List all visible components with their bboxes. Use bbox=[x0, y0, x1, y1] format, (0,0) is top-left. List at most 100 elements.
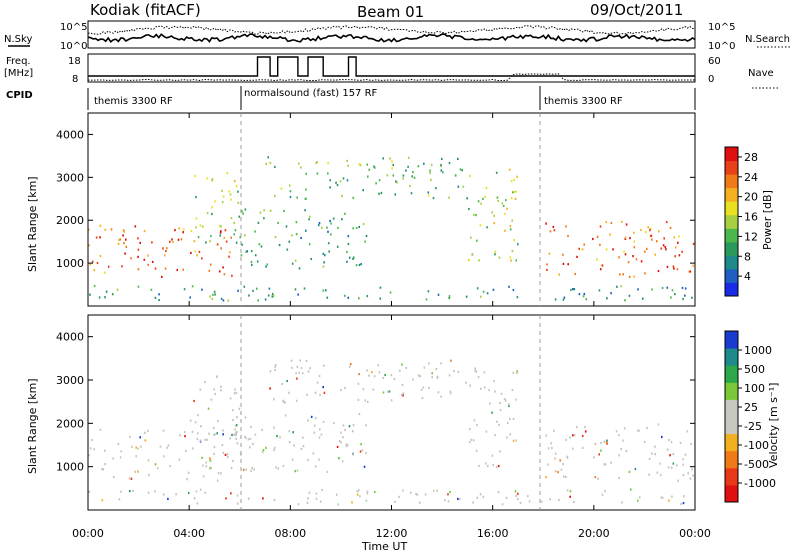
power-cell bbox=[505, 199, 507, 202]
velocity-cell bbox=[399, 369, 401, 372]
power-cell bbox=[502, 204, 505, 208]
freq-label: Freq. bbox=[6, 56, 31, 67]
velocity-cell bbox=[487, 465, 489, 468]
velocity-cell bbox=[205, 465, 208, 468]
velocity-cell bbox=[690, 443, 692, 446]
power-cell bbox=[219, 234, 221, 237]
power-cell bbox=[118, 238, 120, 241]
velocity-cell bbox=[288, 430, 291, 433]
velocity-cell bbox=[492, 464, 494, 467]
power-ytick-label-2: 3000 bbox=[56, 171, 84, 184]
power-colorbar-tick-label: 8 bbox=[744, 250, 751, 263]
power-cell bbox=[407, 156, 410, 159]
power-cell bbox=[423, 162, 425, 165]
date-title: 09/Oct/2011 bbox=[590, 1, 683, 19]
power-cell bbox=[599, 243, 601, 246]
velocity-cell bbox=[505, 496, 508, 499]
nsky-panel-frame bbox=[87, 20, 696, 49]
power-cell bbox=[671, 289, 674, 292]
velocity-cell bbox=[509, 417, 511, 420]
power-cell bbox=[260, 245, 263, 248]
velocity-cell bbox=[470, 438, 473, 441]
velocity-cell bbox=[485, 462, 487, 465]
power-cell bbox=[98, 296, 101, 299]
velocity-colorbar-tick-label: -25 bbox=[744, 420, 762, 433]
power-cell bbox=[684, 294, 686, 297]
power-cell bbox=[230, 236, 232, 239]
power-cell bbox=[647, 226, 649, 229]
power-cell bbox=[252, 289, 254, 292]
power-cell bbox=[104, 271, 106, 274]
power-cell bbox=[239, 236, 241, 239]
power-cell bbox=[256, 287, 258, 290]
power-cell bbox=[309, 215, 311, 218]
velocity-cell bbox=[638, 496, 641, 499]
velocity-cell bbox=[475, 370, 478, 373]
power-cell bbox=[599, 225, 602, 228]
power-cell bbox=[392, 163, 394, 167]
power-cell bbox=[578, 293, 581, 296]
velocity-cell bbox=[550, 442, 552, 445]
velocity-cell bbox=[512, 439, 515, 442]
power-cell bbox=[99, 255, 102, 258]
velocity-cell bbox=[431, 376, 433, 379]
power-cell bbox=[147, 254, 149, 257]
power-colorbar-tick-label: 24 bbox=[744, 171, 758, 184]
velocity-cell bbox=[648, 457, 651, 460]
power-cell bbox=[664, 246, 667, 249]
power-cell bbox=[662, 244, 665, 247]
power-cell bbox=[674, 293, 676, 296]
power-cell bbox=[195, 196, 197, 199]
velocity-cell bbox=[242, 468, 245, 471]
power-colorbar-swatch bbox=[725, 282, 738, 297]
velocity-cell bbox=[508, 403, 510, 406]
power-cell bbox=[375, 182, 377, 185]
velocity-cell bbox=[277, 467, 279, 470]
power-cell bbox=[640, 228, 642, 232]
velocity-cell bbox=[668, 438, 670, 442]
power-cell bbox=[477, 200, 480, 203]
velocity-cell bbox=[315, 497, 318, 500]
power-cell bbox=[335, 181, 337, 184]
velocity-cell bbox=[474, 367, 477, 370]
power-cell bbox=[296, 196, 298, 199]
velocity-cell bbox=[371, 371, 373, 374]
velocity-cell bbox=[565, 438, 567, 441]
velocity-cell bbox=[691, 468, 693, 471]
power-cell bbox=[570, 288, 572, 292]
velocity-cell bbox=[504, 399, 507, 402]
velocity-cell bbox=[415, 492, 417, 496]
velocity-cell bbox=[231, 433, 233, 437]
power-cell bbox=[620, 285, 622, 288]
power-cell bbox=[649, 229, 651, 232]
velocity-cell bbox=[104, 463, 106, 466]
velocity-cell bbox=[501, 503, 504, 506]
velocity-cell bbox=[366, 492, 369, 495]
power-cell bbox=[513, 190, 516, 194]
power-cell bbox=[632, 255, 634, 258]
power-cell bbox=[692, 242, 695, 245]
velocity-cell bbox=[682, 463, 684, 466]
velocity-colorbar-tick-label: 100 bbox=[744, 382, 765, 395]
power-cell bbox=[378, 192, 380, 195]
velocity-cell bbox=[422, 386, 425, 389]
power-cell bbox=[250, 260, 253, 264]
velocity-cell bbox=[209, 467, 211, 470]
velocity-cell bbox=[291, 458, 294, 461]
power-cell bbox=[165, 250, 167, 253]
velocity-cell bbox=[679, 441, 682, 445]
power-cell bbox=[206, 212, 209, 215]
velocity-cell bbox=[299, 359, 301, 362]
power-cell bbox=[656, 240, 658, 243]
velocity-cell bbox=[154, 490, 156, 493]
velocity-cell bbox=[419, 375, 421, 378]
velocity-cell bbox=[217, 420, 219, 423]
power-cell bbox=[242, 212, 244, 215]
power-cell bbox=[629, 237, 631, 240]
velocity-cell bbox=[224, 453, 227, 456]
power-cell bbox=[514, 197, 517, 200]
velocity-cell bbox=[318, 436, 321, 439]
velocity-cell bbox=[657, 423, 660, 426]
power-cell bbox=[633, 246, 636, 249]
velocity-cell bbox=[249, 437, 252, 440]
